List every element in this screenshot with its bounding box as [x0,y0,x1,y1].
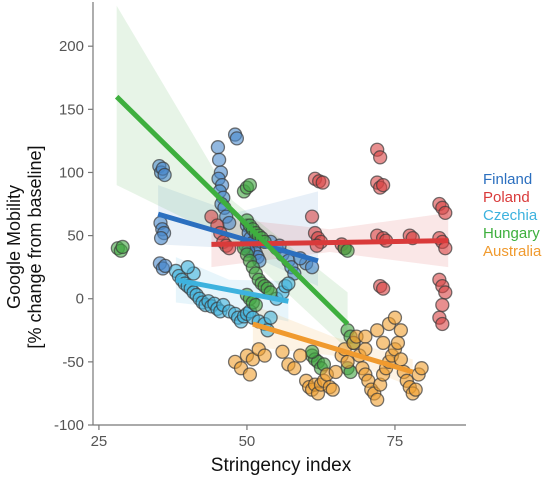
data-point-australia [408,382,423,397]
y-axis-label-line2: [% change from baseline] [25,145,45,348]
data-point-australia [325,382,340,397]
data-point-australia [257,348,272,363]
y-tick-label: 0 [76,291,84,308]
y-tick-label: 50 [67,228,84,245]
data-point-australia [393,323,409,338]
data-point-finland [229,131,245,146]
trend-line-finland [157,211,319,264]
data-point-finland [157,167,172,183]
trend-line-czechia [175,277,289,304]
data-point-finland [211,152,227,167]
data-point-australia [328,364,343,380]
x-axis-label: Stringency index [211,455,352,476]
trend-lines [114,94,449,375]
data-point-hungary [340,243,355,258]
data-point-hungary [115,239,130,255]
data-point-poland [315,175,330,190]
data-point-australia [293,348,308,363]
data-point-australia [358,329,373,344]
trend-line-hungary [114,94,350,326]
legend: Finland Poland Czechia Hungary Australia [483,171,541,261]
x-tick-label: 25 [91,433,108,450]
data-point-poland [435,316,450,332]
data-point-poland [375,177,391,193]
data-point-poland [438,241,453,256]
y-tick-label: 100 [59,164,84,181]
data-point-australia [340,354,355,370]
legend-item-finland: Finland [483,171,533,188]
data-point-australia [275,344,290,359]
data-point-poland [438,205,453,221]
data-point-australia [414,361,429,376]
data-point-czechia [281,276,296,291]
x-tick-label: 50 [239,433,256,450]
data-point-australia [390,335,406,351]
data-point-australia [375,335,391,351]
data-point-hungary [248,297,263,313]
y-axis-label-line1: Google Mobility [4,185,24,309]
axes: -100 -50 0 50 100 150 200 25 50 75 [54,2,466,450]
data-point-finland [210,140,226,155]
data-point-poland [375,281,391,296]
data-point-hungary [304,344,320,359]
y-tick-label: -100 [54,417,84,434]
y-tick-label: 150 [59,101,84,118]
data-point-poland [304,209,320,224]
trend-line-poland [211,238,449,247]
data-point-poland [435,297,450,313]
legend-item-poland: Poland [483,189,530,206]
data-point-australia [242,367,258,382]
data-point-finland [153,230,169,246]
legend-item-hungary: Hungary [483,225,540,242]
trend-line-australia [252,321,414,375]
confidence-band-poland [211,212,449,268]
data-point-australia [370,323,385,338]
legend-item-czechia: Czechia [483,207,538,224]
data-point-poland [438,285,453,300]
legend-item-australia: Australia [483,243,542,260]
data-point-australia [387,310,403,325]
data-point-australia [287,361,302,376]
data-point-hungary [242,177,258,193]
data-point-czechia [180,260,195,275]
data-point-poland [373,150,388,165]
data-point-australia [393,352,409,367]
data-point-australia [370,392,385,407]
data-point-czechia [263,310,278,325]
x-tick-label: 75 [387,433,404,450]
y-tick-label: 200 [59,38,84,55]
y-tick-label: -50 [62,354,84,371]
